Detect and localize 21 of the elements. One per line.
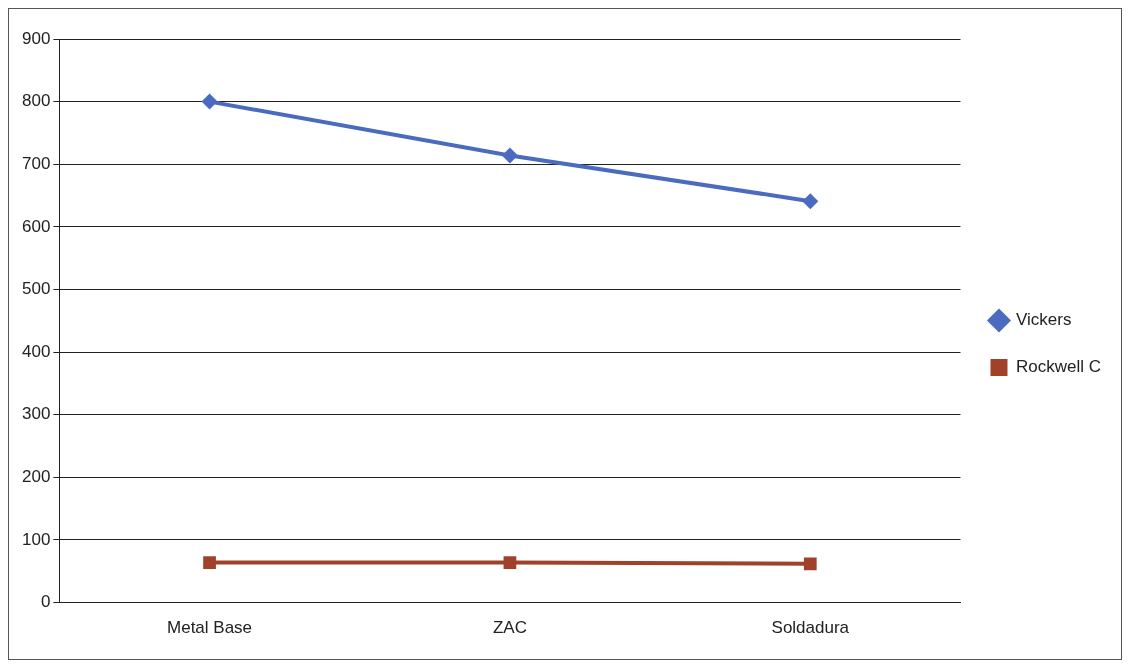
point (503, 556, 517, 569)
point (803, 557, 817, 571)
y-tick-label: 700 (21, 153, 51, 173)
y-tick-label: 800 (21, 91, 51, 111)
point (203, 556, 216, 569)
y-tick-label: 200 (21, 467, 51, 487)
x-tick-label: Metal Base (167, 618, 253, 638)
point (802, 193, 819, 210)
legend-label: Rockwell C (1015, 357, 1102, 377)
y-tick-label: 900 (21, 28, 51, 48)
legend-label: Vickers (1015, 310, 1072, 330)
point (501, 147, 518, 164)
y-tick-label: 100 (21, 529, 51, 549)
y-tick-label: 400 (21, 341, 51, 361)
y-tick-label: 300 (21, 404, 51, 424)
x-tick-label: Soldadura (771, 618, 850, 638)
y-tick-label: 500 (21, 279, 51, 299)
x-tick-label: ZAC (492, 618, 527, 638)
y-tick-label: 0 (40, 592, 51, 612)
y-tick-label: 600 (21, 216, 51, 236)
point (201, 93, 218, 110)
